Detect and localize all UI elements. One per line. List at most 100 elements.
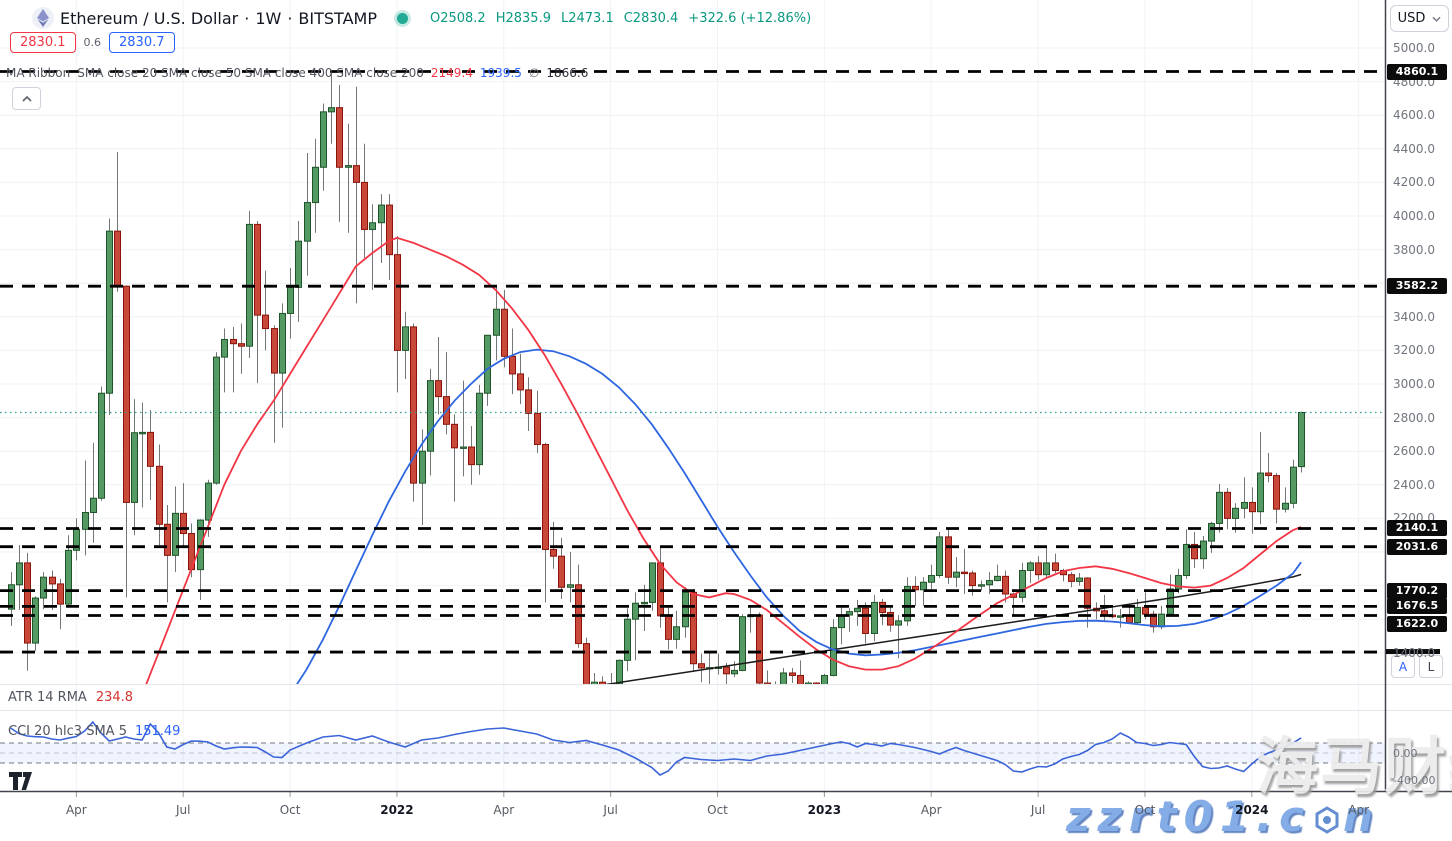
time-axis-label: Oct [707,803,728,817]
candle-body [509,355,516,375]
candle-body [1142,606,1149,615]
candle-body [230,338,237,345]
candle-body [632,602,639,620]
cci-indicator-legend[interactable]: CCI 20 hlc3 SMA 5 151.49 [8,724,180,739]
currency-selector[interactable]: USD [1390,5,1449,32]
candle-body [312,166,319,204]
ohlc-values: O2508.2 H2835.9 L2473.1 C2830.4 +322.6 (… [430,11,811,26]
candle-body [862,607,869,634]
candle-body [517,373,524,391]
candle-body [386,204,393,256]
candle-body [172,512,179,556]
candle-body [24,562,31,644]
candle-body [394,254,401,351]
candle-body [1257,472,1264,513]
time-axis-label: Jul [603,803,618,817]
quote-bar: 2830.1 0.6 2830.7 [10,32,175,53]
candle-body [1068,574,1075,582]
candle-body [1208,522,1215,542]
price-axis-label: 1400.0 [1393,645,1435,660]
candle-body [336,107,343,168]
ma-ribbon-legend[interactable]: MA Ribbon SMA close 20 SMA close 50 SMA … [6,66,588,80]
tradingview-logo[interactable] [9,771,35,791]
change-value: +322.6 (+12.86%) [688,10,812,26]
candle-body [1298,411,1305,468]
candles-layer [8,71,1305,685]
price-axis-label: 5000.0 [1393,41,1435,55]
sma20-value: 2149.4 [430,66,473,80]
candle-body [1290,466,1297,504]
candle-body [953,571,960,578]
candle-body [1019,569,1026,598]
auto-scale-button[interactable]: A [1391,655,1415,678]
candle-body [1084,577,1091,609]
symbol-title[interactable]: Ethereum / U.S. Dollar [60,8,239,28]
candle-body [887,611,894,626]
candle-body [49,576,56,585]
candle-body [353,165,360,183]
collapse-legend-button[interactable] [12,87,41,110]
candle-body [871,601,878,634]
time-axis-label: 2022 [380,803,414,817]
candle-body [772,684,779,685]
candle-body [1043,562,1050,576]
candle-body [641,601,648,605]
market-status-icon[interactable] [396,12,408,24]
candle-body [427,380,434,452]
candle-body [994,575,1001,582]
candle-body [1249,501,1256,513]
price-axis-label: 4000.0 [1393,209,1435,223]
candle-body [123,285,130,503]
candle-body [1282,502,1289,510]
candle-body [328,107,335,113]
ethereum-icon [32,7,54,29]
exchange-label: BITSTAMP [298,8,377,28]
candle-body [682,591,689,628]
candle-body [65,549,72,605]
candle-body [608,683,615,685]
time-axis-label: Oct [1134,803,1156,817]
cci-layer [10,720,1302,776]
candle-body [599,681,606,685]
interval-label[interactable]: 1W [255,8,282,28]
candle-body [789,672,796,676]
time-axis-label: Apr [493,803,515,817]
candle-body [295,240,302,288]
sell-price-button[interactable]: 2830.1 [10,32,76,53]
time-axis-label: Apr [65,803,87,817]
sma50-line [295,348,1302,685]
candle-body [1035,562,1042,576]
time-axis-label: Apr [920,803,942,817]
buy-price-button[interactable]: 2830.7 [109,32,175,53]
atr-indicator-legend[interactable]: ATR 14 RMA 234.8 [8,690,133,705]
log-scale-button[interactable]: L [1419,655,1443,678]
cci-axis-label: 0.00 [1393,747,1418,760]
candle-body [1076,577,1083,582]
candle-body [451,423,458,449]
candle-body [320,111,327,168]
candle-body [673,626,680,640]
candle-body [254,223,261,316]
cci-value: 151.49 [134,724,181,739]
candle-body [542,443,549,550]
candle-body [928,575,935,583]
level-lines [0,70,1385,654]
candle-body [279,312,286,374]
candle-body [164,523,171,556]
atr-value: 234.8 [95,690,134,705]
candle-body [780,672,787,685]
candle-body [665,615,672,640]
sma20-line [144,236,1302,685]
watermark-url: zzrt01.c n [1066,792,1380,841]
price-level-badge: 1770.2 [1387,582,1447,599]
symbol-header[interactable]: Ethereum / U.S. Dollar · 1W · BITSTAMP O… [32,5,811,31]
sma200-line [598,573,1302,685]
candle-body [221,338,228,358]
candle-body [287,286,294,314]
candle-body [550,548,557,557]
candle-body [147,431,154,467]
price-level-badge: 2140.1 [1387,520,1447,537]
candle-body [723,666,730,675]
candle-body [493,308,500,336]
